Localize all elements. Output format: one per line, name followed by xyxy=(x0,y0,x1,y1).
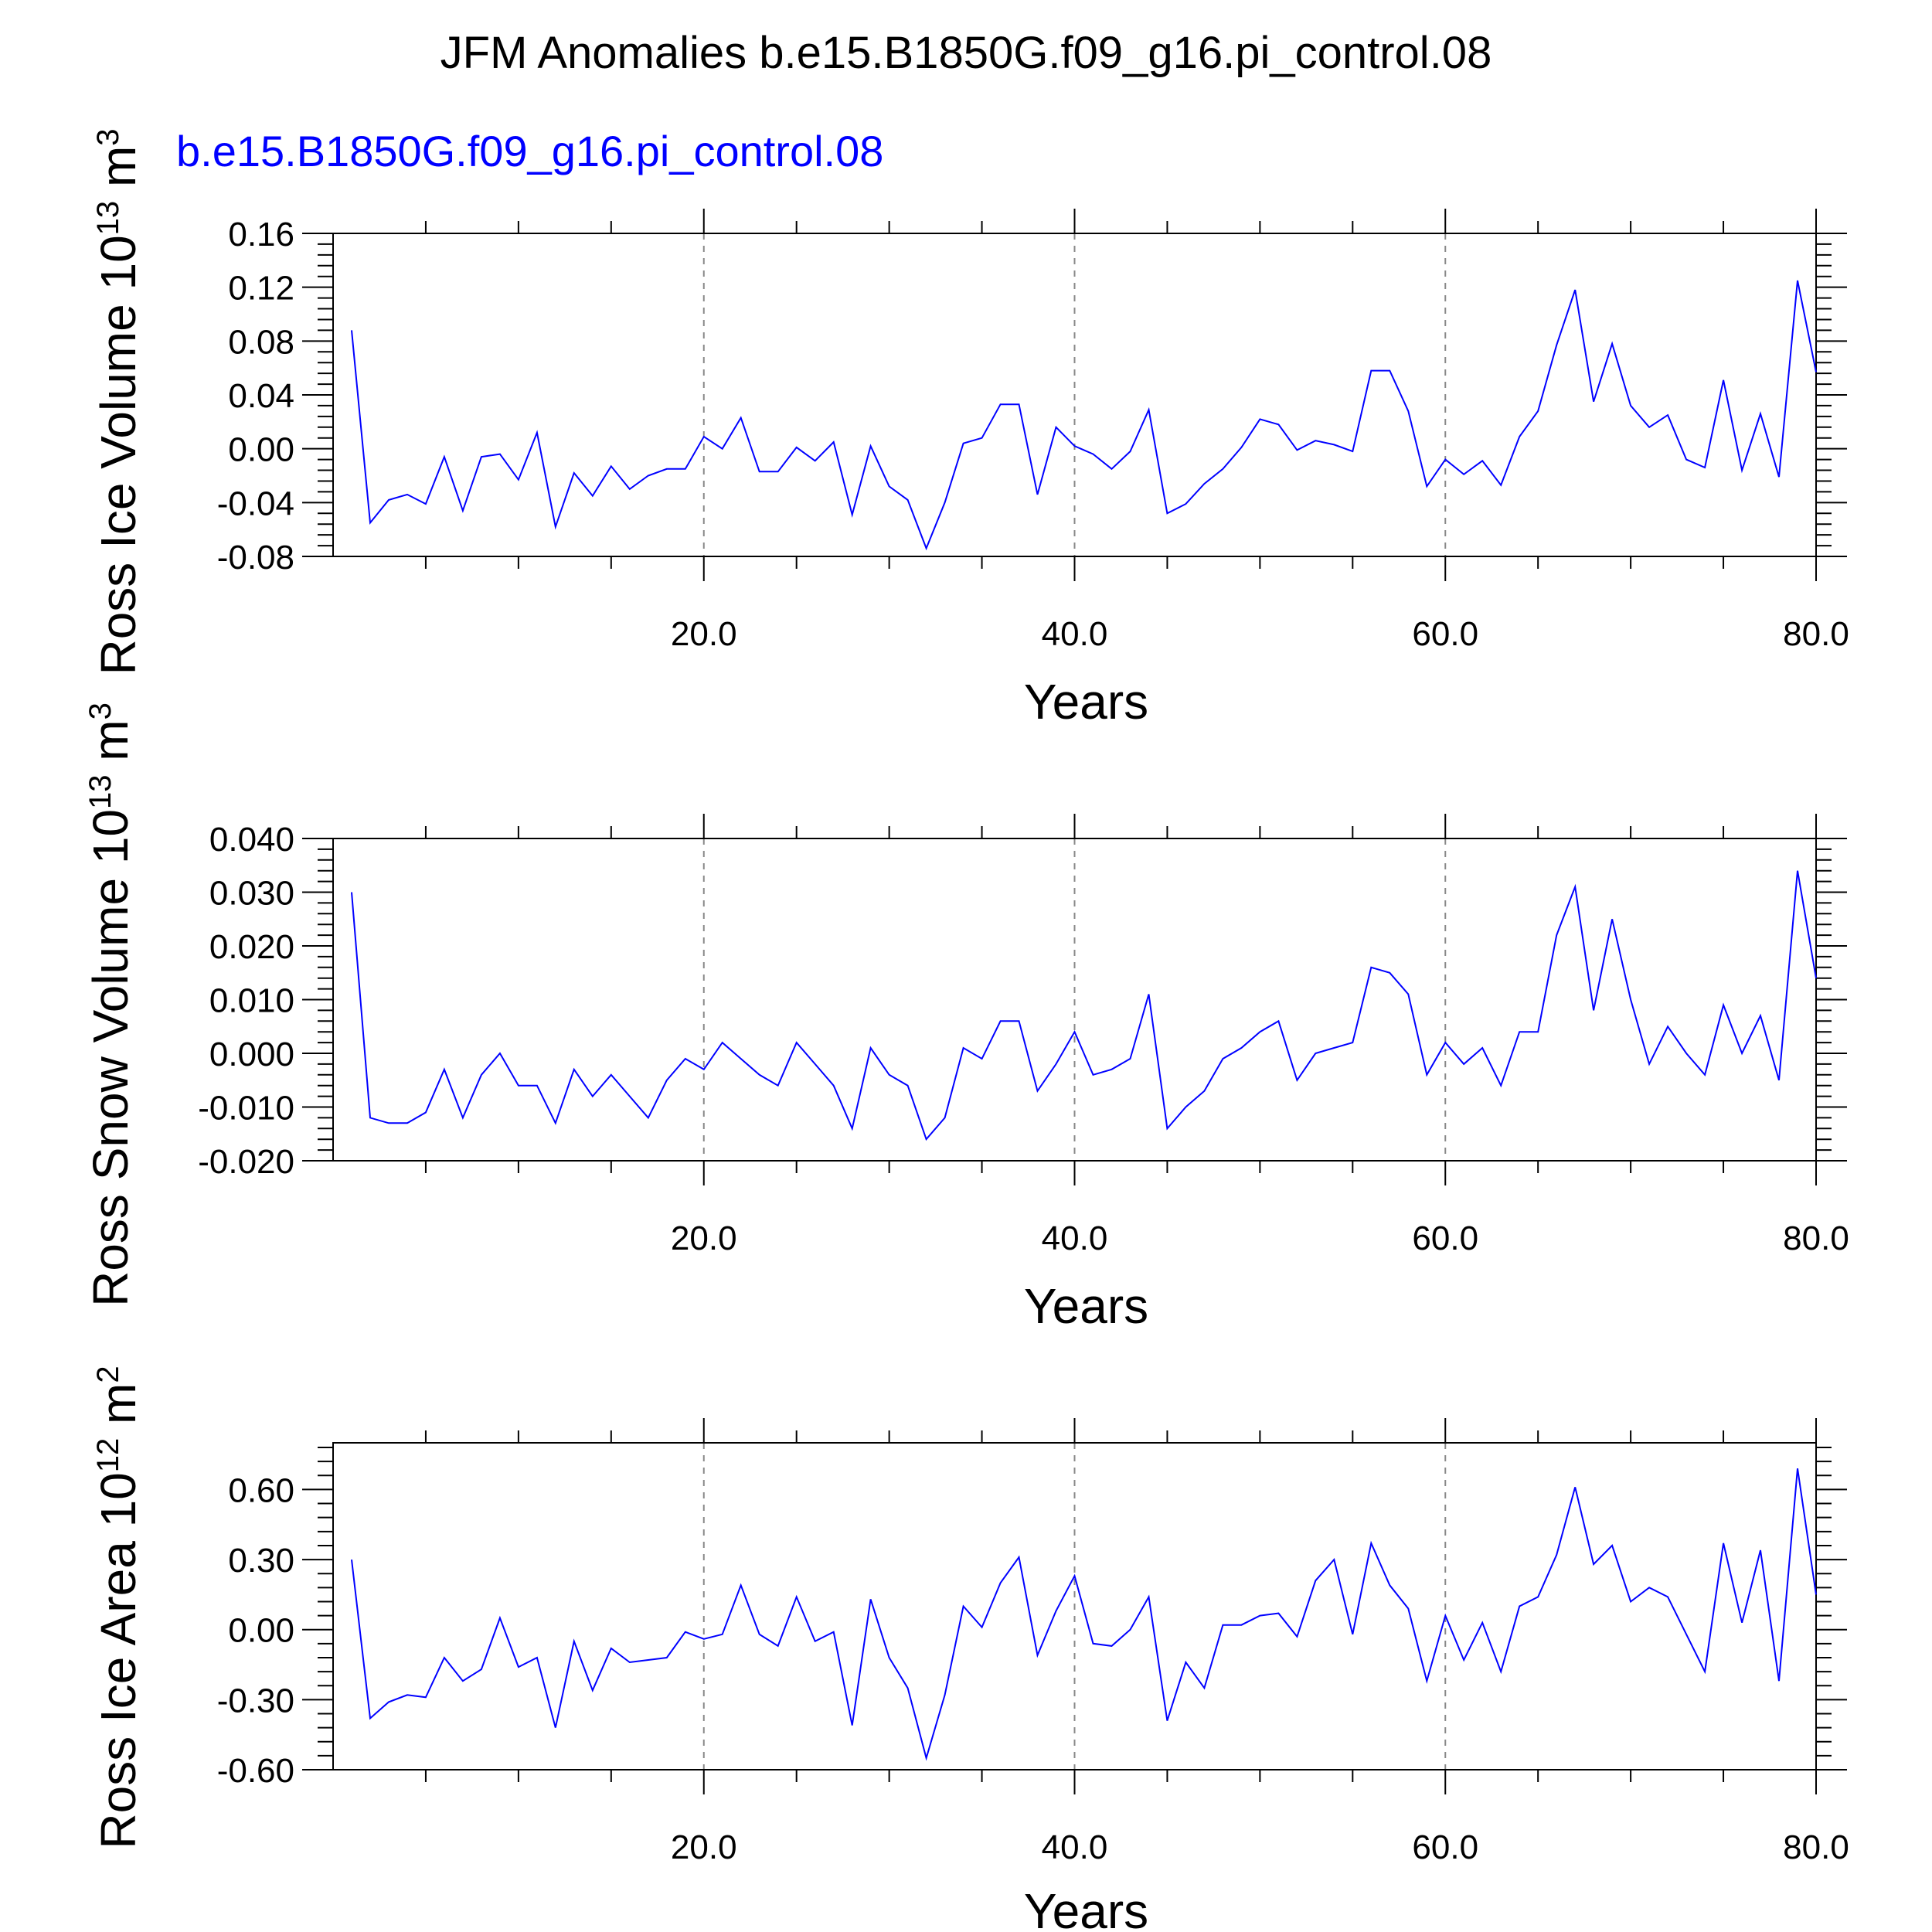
x-tick-label: 20.0 xyxy=(671,1828,737,1866)
x-tick-label: 20.0 xyxy=(671,1219,737,1257)
y-tick-label: -0.020 xyxy=(198,1143,294,1181)
y-axis-label: Ross Ice Area 1012 m2 xyxy=(90,1366,146,1849)
y-tick-label: -0.30 xyxy=(217,1682,294,1719)
series-line xyxy=(351,870,1817,1141)
y-tick-label: 0.00 xyxy=(228,1612,294,1650)
chart-panel-2: 0.040 0.030 0.020 0.010 0.000 -0.010 -0.020 20.… xyxy=(83,702,1849,1334)
chart-subtitle: b.e15.B1850G.f09_g16.pi_control.08 xyxy=(176,127,883,175)
x-tick-label: 80.0 xyxy=(1783,1828,1849,1866)
y-tick-label: -0.60 xyxy=(217,1752,294,1790)
x-tick-label: 60.0 xyxy=(1412,1828,1478,1866)
y-axis-label-part: m xyxy=(90,146,146,201)
y-axis-label: Ross Ice Volume 1013 m3 xyxy=(90,128,146,675)
x-axis-label: Years xyxy=(1024,1278,1148,1334)
y-tick-label: 0.00 xyxy=(228,431,294,469)
x-tick-label: 20.0 xyxy=(671,615,737,653)
y-tick-label: 0.040 xyxy=(209,821,294,859)
y-axis-label-superscript: 3 xyxy=(83,702,117,719)
y-axis-label-part: Ross Snow Volume 10 xyxy=(83,809,138,1307)
y-tick-label: 0.16 xyxy=(228,216,294,253)
y-axis-label-superscript: 13 xyxy=(91,201,125,236)
y-tick-label: 0.020 xyxy=(209,928,294,966)
x-axis-label: Years xyxy=(1024,674,1148,730)
y-axis-label-part: m xyxy=(83,719,138,774)
x-tick-label: 60.0 xyxy=(1412,615,1478,653)
y-axis-label-superscript: 12 xyxy=(91,1438,125,1473)
y-axis-label-part: m xyxy=(90,1383,146,1438)
y-tick-label: -0.08 xyxy=(217,539,294,577)
y-axis-label-superscript: 2 xyxy=(91,1366,125,1383)
series-line xyxy=(351,280,1817,551)
chart-panel-3: 0.60 0.30 0.00 -0.30 -0.60 20.0 40.0 60.0 80.0 Ye… xyxy=(90,1366,1849,1932)
x-tick-label: 80.0 xyxy=(1783,1219,1849,1257)
y-axis-label: Ross Snow Volume 1013 m3 xyxy=(83,702,138,1307)
x-tick-label: 40.0 xyxy=(1042,615,1108,653)
y-tick-label: -0.04 xyxy=(217,485,294,522)
y-tick-label: 0.30 xyxy=(228,1542,294,1580)
y-tick-label: 0.04 xyxy=(228,377,294,415)
y-tick-label: 0.030 xyxy=(209,875,294,913)
chart-panel-1: 0.16 0.12 0.08 0.04 0.00 -0.04 -0.08 20.0 40.0 60… xyxy=(90,128,1849,730)
x-tick-label: 40.0 xyxy=(1042,1219,1108,1257)
x-tick-label: 80.0 xyxy=(1783,615,1849,653)
y-axis-label-part: Ross Ice Volume 10 xyxy=(90,235,146,675)
series-line xyxy=(351,1468,1817,1761)
y-tick-label: 0.08 xyxy=(228,323,294,361)
y-axis-label-part: Ross Ice Area 10 xyxy=(90,1472,146,1849)
chart-title: JFM Anomalies b.e15.B1850G.f09_g16.pi_co… xyxy=(440,28,1492,78)
y-tick-label: -0.010 xyxy=(198,1090,294,1128)
y-tick-label: 0.000 xyxy=(209,1036,294,1073)
y-tick-label: 0.010 xyxy=(209,982,294,1020)
y-tick-label: 0.12 xyxy=(228,270,294,308)
x-tick-label: 60.0 xyxy=(1412,1219,1478,1257)
y-axis-label-superscript: 3 xyxy=(91,128,125,145)
x-tick-label: 40.0 xyxy=(1042,1828,1108,1866)
x-axis-label: Years xyxy=(1024,1883,1148,1932)
y-tick-label: 0.60 xyxy=(228,1471,294,1509)
y-axis-label-superscript: 13 xyxy=(83,774,117,809)
chart-panels: 0.16 0.12 0.08 0.04 0.00 -0.04 -0.08 20.0 40.0 60… xyxy=(83,128,1849,1932)
